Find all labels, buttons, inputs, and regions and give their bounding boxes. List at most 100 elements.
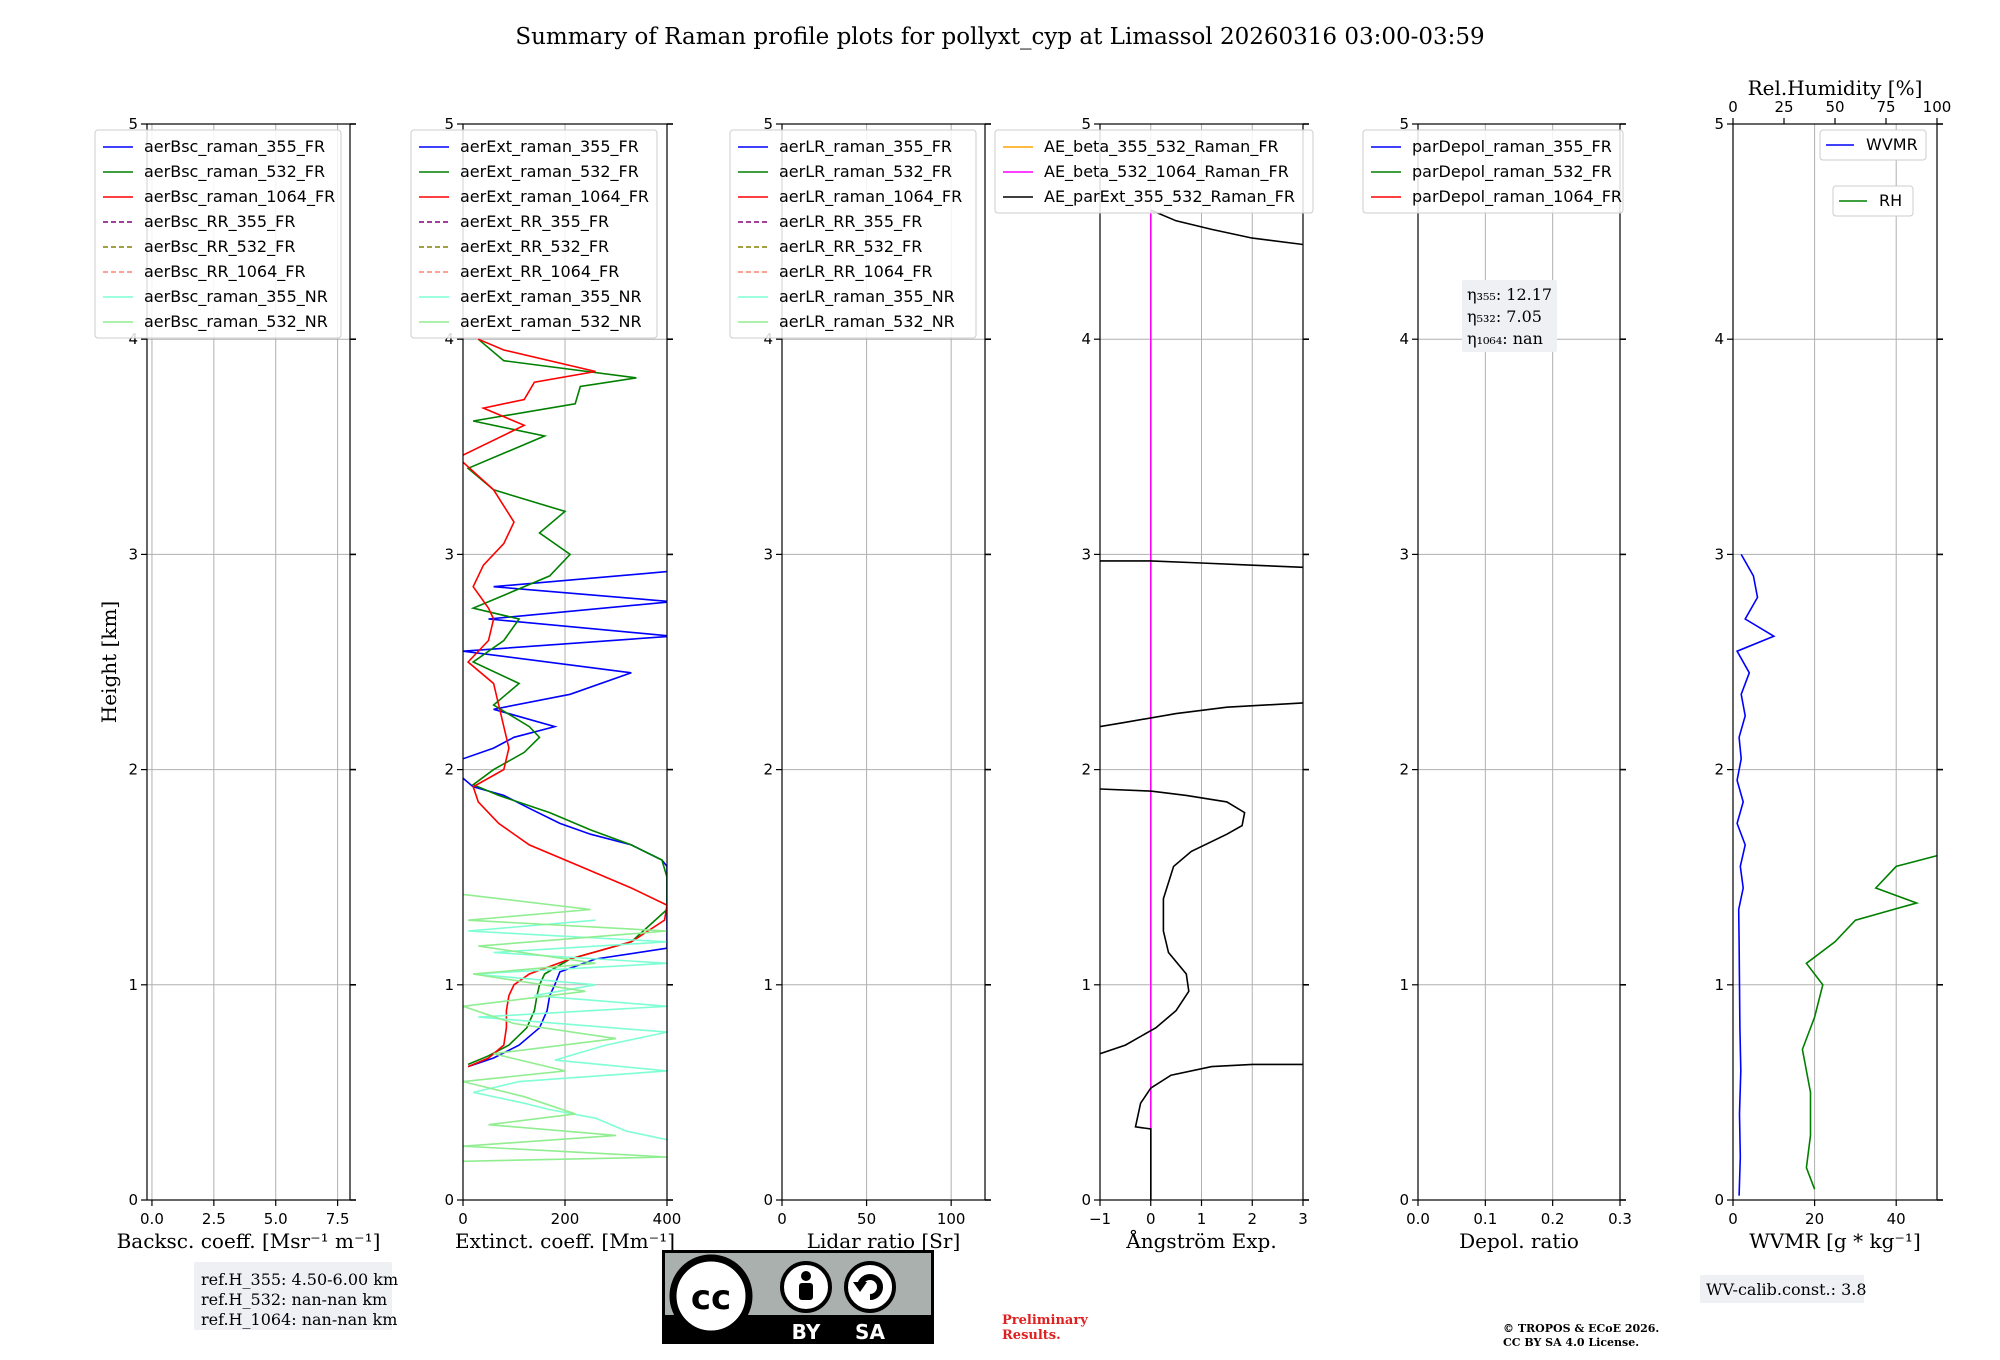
legend-label: parDepol_raman_532_FR (1412, 162, 1612, 182)
top-x-tick-label: 0 (1728, 98, 1738, 116)
y-tick-label: 4 (128, 330, 138, 348)
legend-label: aerBsc_raman_532_NR (144, 312, 328, 332)
y-tick-label: 4 (1714, 330, 1724, 348)
legend-label: aerLR_raman_355_FR (779, 137, 952, 157)
legend-label: aerLR_raman_355_NR (779, 287, 955, 307)
legend-label: aerLR_RR_355_FR (779, 212, 922, 232)
legend-label: aerLR_raman_532_FR (779, 162, 952, 182)
eta-1064: η₁₀₆₄: nan (1467, 329, 1543, 348)
x-tick-label: 50 (857, 1210, 876, 1228)
series-aerExt_raman_532_NR (463, 893, 667, 1163)
legend-label: aerExt_RR_355_FR (460, 212, 609, 232)
x-tick-label: 2 (1247, 1210, 1257, 1228)
cc-text: cc (691, 1278, 731, 1318)
series-AE_parExt_355_532_Raman_FR (1100, 788, 1246, 1055)
legend: WVMR (1819, 129, 1927, 161)
top-x-tick-label: 25 (1774, 98, 1793, 116)
y-tick-label: 5 (128, 115, 138, 133)
y-tick-label: 2 (128, 761, 138, 779)
y-tick-label: 0 (1714, 1191, 1724, 1209)
series-group (1735, 554, 1937, 1196)
series-AE_parExt_355_532_Raman_FR (1100, 560, 1303, 569)
wv-calib-box: WV-calib.const.: 3.8 (1700, 1275, 1867, 1303)
wv-calib-text: WV-calib.const.: 3.8 (1706, 1280, 1867, 1299)
x-tick-label: 400 (653, 1210, 682, 1228)
legend-label: aerLR_raman_1064_FR (779, 187, 962, 207)
y-tick-label: 1 (1081, 976, 1091, 994)
y-tick-label: 2 (1399, 761, 1409, 779)
eta-annotation: η₃₅₅: 12.17 η₅₃₂: 7.05 η₁₀₆₄: nan (1462, 280, 1557, 352)
legend-label: aerBsc_raman_1064_FR (144, 187, 335, 207)
ref-heights-background (194, 1262, 392, 1330)
panel-water-vapor: 0 20 40 0 1 2 3 4 5 WVMR [g * kg⁻¹] 0 25 50 75 100Rel.… (1714, 76, 1952, 1253)
x-tick-label: 0.2 (1541, 1210, 1565, 1228)
legend: aerExt_raman_355_FR aerExt_raman_532_FRae… (410, 129, 658, 339)
ref-height-355: ref.H_355: 4.50-6.00 km (201, 1270, 398, 1289)
x-axis-label: Ångström Exp. (1125, 1228, 1276, 1253)
sa-icon (844, 1261, 896, 1313)
sa-text: SA (855, 1320, 885, 1344)
y-tick-label: 2 (1081, 761, 1091, 779)
y-tick-label: 4 (1399, 330, 1409, 348)
legend-label: AE_beta_532_1064_Raman_FR (1044, 162, 1289, 182)
ref-heights-box: ref.H_355: 4.50-6.00 km ref.H_532: nan-n… (194, 1262, 398, 1330)
y-tick-label: 3 (1399, 545, 1409, 563)
legend-label: aerLR_RR_532_FR (779, 237, 922, 257)
y-tick-label: 2 (444, 761, 454, 779)
series-RH (1801, 854, 1937, 1190)
eta-355: η₃₅₅: 12.17 (1467, 285, 1552, 304)
y-tick-label: 3 (763, 545, 773, 563)
top-x-axis-label: Rel.Humidity [%] (1748, 76, 1923, 100)
y-tick-label: 1 (1399, 976, 1409, 994)
series-group (463, 338, 667, 1163)
y-tick-label: 5 (1399, 115, 1409, 133)
legend-box (1832, 185, 1914, 217)
legend-label: WVMR (1866, 135, 1918, 154)
x-tick-label: 20 (1805, 1210, 1824, 1228)
legend-box (94, 129, 342, 339)
ref-height-532: ref.H_532: nan-nan km (201, 1290, 387, 1309)
y-tick-label: 3 (128, 545, 138, 563)
axes-frame (1732, 123, 1938, 1201)
sa-arrow (857, 1274, 883, 1300)
legend-box (1819, 129, 1927, 161)
x-tick-label: 0 (1146, 1210, 1156, 1228)
y-tick-label: 4 (1081, 330, 1091, 348)
legend-box (410, 129, 658, 339)
legend-label: aerExt_raman_532_FR (460, 162, 639, 182)
y-tick-label: 2 (1714, 761, 1724, 779)
y-tick-label: 0 (1081, 1191, 1091, 1209)
preliminary-line2: Results. (1002, 1328, 1061, 1343)
legend-label: aerBsc_raman_355_NR (144, 287, 328, 307)
legend-label: aerBsc_RR_355_FR (144, 212, 295, 232)
legend-label: aerLR_RR_1064_FR (779, 262, 933, 282)
top-x-tick-label: 100 (1923, 98, 1952, 116)
y-tick-label: 1 (444, 976, 454, 994)
legend-label: AE_beta_355_532_Raman_FR (1044, 137, 1279, 157)
x-tick-label: 40 (1887, 1210, 1906, 1228)
top-x-tick-label: 75 (1876, 98, 1895, 116)
copyright-line2: CC BY SA 4.0 License. (1503, 1336, 1639, 1349)
by-text: BY (792, 1320, 821, 1344)
legend-label: parDepol_raman_355_FR (1412, 137, 1612, 157)
legend-label: parDepol_raman_1064_FR (1412, 187, 1622, 207)
axes-frame (1417, 123, 1621, 1201)
legend: aerLR_raman_355_FR aerLR_raman_532_FR aerL… (729, 129, 977, 339)
x-tick-label: 0.3 (1608, 1210, 1632, 1228)
y-axis-label: Height [km] (97, 601, 121, 723)
wv-calib-background (1700, 1275, 1864, 1303)
legend-box (729, 129, 977, 339)
y-tick-label: 1 (1714, 976, 1724, 994)
x-tick-label: 2.5 (202, 1210, 226, 1228)
legend-label: AE_parExt_355_532_Raman_FR (1044, 187, 1295, 207)
sa-arrowhead (853, 1282, 867, 1292)
x-tick-label: 0 (1728, 1210, 1738, 1228)
y-tick-label: 1 (128, 976, 138, 994)
y-tick-label: 5 (1081, 115, 1091, 133)
ref-height-1064: ref.H_1064: nan-nan km (201, 1310, 397, 1329)
legend-box (994, 129, 1314, 214)
legend-label: aerBsc_raman_355_FR (144, 137, 325, 157)
legend-label: aerExt_raman_1064_FR (460, 187, 649, 207)
y-tick-label: 3 (444, 545, 454, 563)
